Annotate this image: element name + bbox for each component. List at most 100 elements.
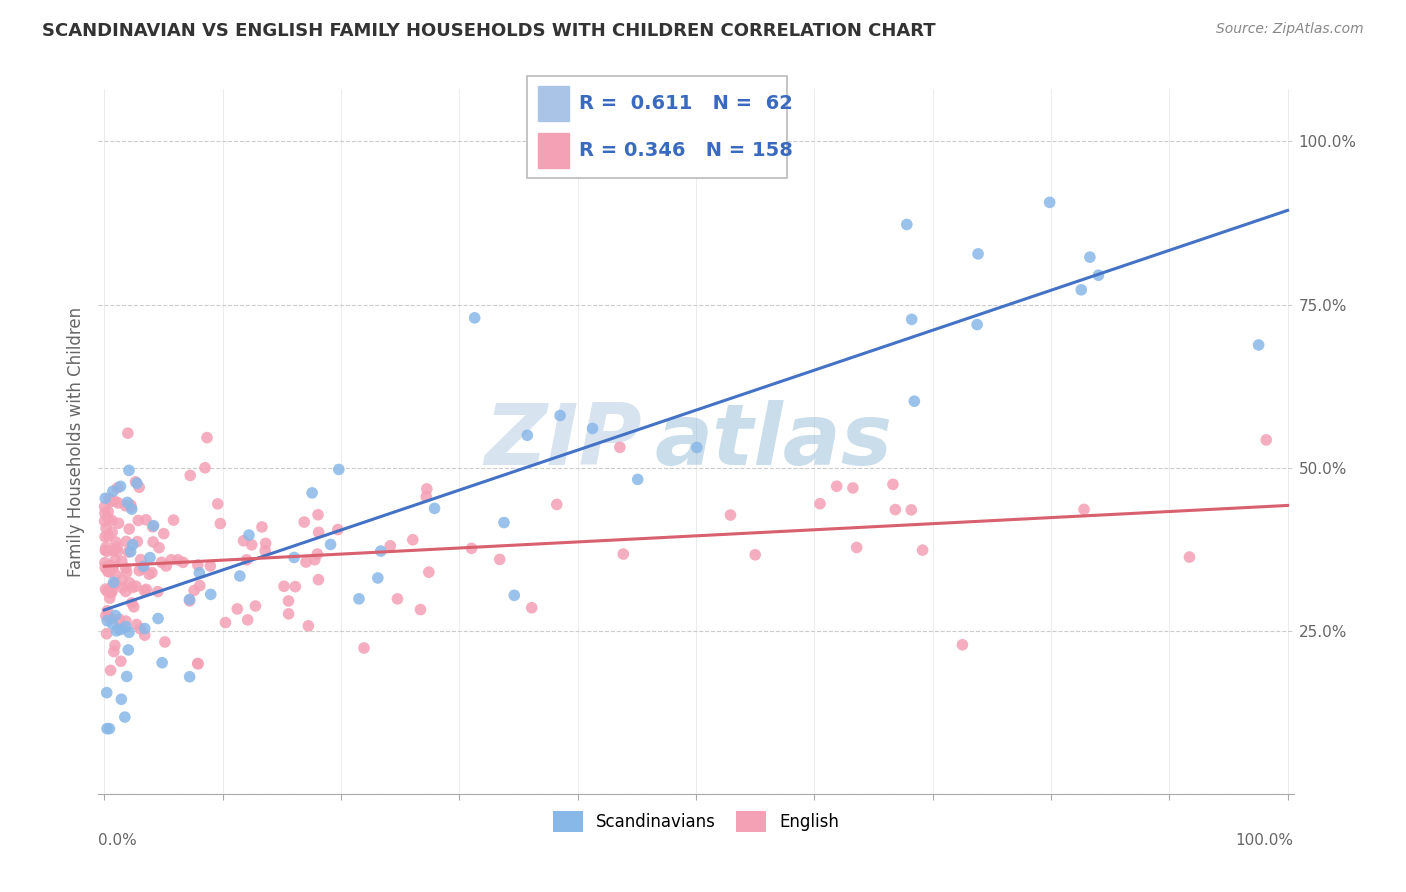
Point: [103, 543, 125, 558]
Point: [94, 608, 117, 623]
Point: [188, 566, 211, 580]
Point: [1070, 283, 1092, 297]
Point: [93, 500, 115, 514]
Point: [125, 476, 148, 491]
Point: [900, 503, 922, 517]
Point: [896, 218, 918, 232]
Point: [167, 553, 190, 567]
Point: [125, 579, 148, 593]
Point: [900, 312, 922, 326]
Point: [115, 669, 138, 683]
Point: [127, 513, 149, 527]
Point: [744, 548, 766, 562]
Point: [94, 560, 117, 574]
Y-axis label: Family Households with Children: Family Households with Children: [66, 307, 84, 576]
Point: [115, 566, 138, 580]
Point: [107, 544, 129, 558]
Point: [319, 537, 342, 551]
Point: [416, 482, 439, 496]
Point: [110, 623, 132, 637]
Point: [97, 529, 120, 543]
Point: [409, 602, 432, 616]
Point: [115, 534, 138, 549]
Point: [367, 571, 389, 585]
Point: [94, 541, 117, 555]
Point: [423, 501, 446, 516]
Point: [240, 538, 263, 552]
Point: [308, 525, 330, 540]
Point: [226, 602, 249, 616]
Point: [94, 491, 117, 506]
Text: 100.0%: 100.0%: [1236, 832, 1294, 847]
Point: [121, 538, 143, 552]
Point: [307, 508, 329, 522]
Point: [142, 518, 165, 533]
Point: [254, 543, 277, 558]
Point: [172, 555, 194, 569]
Point: [101, 617, 124, 632]
Point: [460, 541, 482, 556]
Point: [187, 657, 209, 671]
Point: [254, 536, 277, 550]
Point: [284, 580, 307, 594]
Point: [967, 247, 990, 261]
Point: [97, 505, 120, 519]
Point: [1078, 250, 1101, 264]
Point: [104, 553, 127, 567]
Point: [304, 552, 326, 566]
Point: [194, 460, 217, 475]
Point: [503, 588, 526, 602]
Point: [94, 506, 117, 520]
Point: [94, 582, 117, 596]
Point: [492, 516, 515, 530]
Point: [128, 480, 150, 494]
Point: [141, 566, 163, 580]
Point: [111, 573, 134, 587]
Point: [138, 567, 160, 582]
Point: [581, 421, 603, 435]
Point: [1247, 338, 1270, 352]
Point: [328, 462, 350, 476]
Point: [129, 552, 152, 566]
Point: [214, 615, 236, 630]
Point: [488, 552, 510, 566]
Point: [118, 463, 141, 477]
Point: [297, 619, 319, 633]
Point: [127, 534, 149, 549]
Point: [195, 431, 218, 445]
Point: [209, 516, 232, 531]
Point: [380, 539, 402, 553]
Point: [142, 520, 165, 534]
Point: [122, 599, 145, 614]
Point: [96, 722, 118, 736]
Point: [146, 584, 169, 599]
Point: [101, 579, 124, 593]
Point: [229, 569, 252, 583]
Point: [882, 477, 904, 491]
Point: [292, 515, 315, 529]
Text: atlas: atlas: [654, 400, 893, 483]
Point: [283, 550, 305, 565]
Point: [842, 481, 865, 495]
Point: [277, 594, 299, 608]
Point: [179, 468, 201, 483]
Point: [418, 565, 440, 579]
Point: [103, 644, 125, 658]
Point: [97, 565, 120, 579]
Point: [107, 481, 129, 495]
Point: [118, 522, 141, 536]
Point: [187, 558, 209, 572]
Point: [124, 475, 146, 489]
Point: [100, 664, 122, 678]
Point: [104, 567, 127, 582]
Point: [94, 556, 117, 570]
Point: [884, 502, 907, 516]
Point: [370, 544, 392, 558]
Point: [155, 559, 177, 574]
Point: [295, 555, 318, 569]
Point: [200, 587, 222, 601]
Point: [627, 472, 650, 486]
Text: Source: ZipAtlas.com: Source: ZipAtlas.com: [1216, 22, 1364, 37]
Point: [101, 513, 124, 527]
Point: [107, 516, 129, 531]
